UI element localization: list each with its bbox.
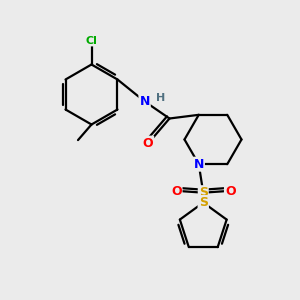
Text: O: O [142,136,153,150]
Text: H: H [156,93,165,103]
Text: N: N [194,158,204,171]
Text: O: O [171,185,181,198]
Text: S: S [199,186,208,199]
Text: N: N [140,95,150,108]
Text: S: S [199,196,208,209]
Text: O: O [225,185,236,198]
Text: Cl: Cl [85,35,98,46]
Text: S: S [199,196,208,209]
